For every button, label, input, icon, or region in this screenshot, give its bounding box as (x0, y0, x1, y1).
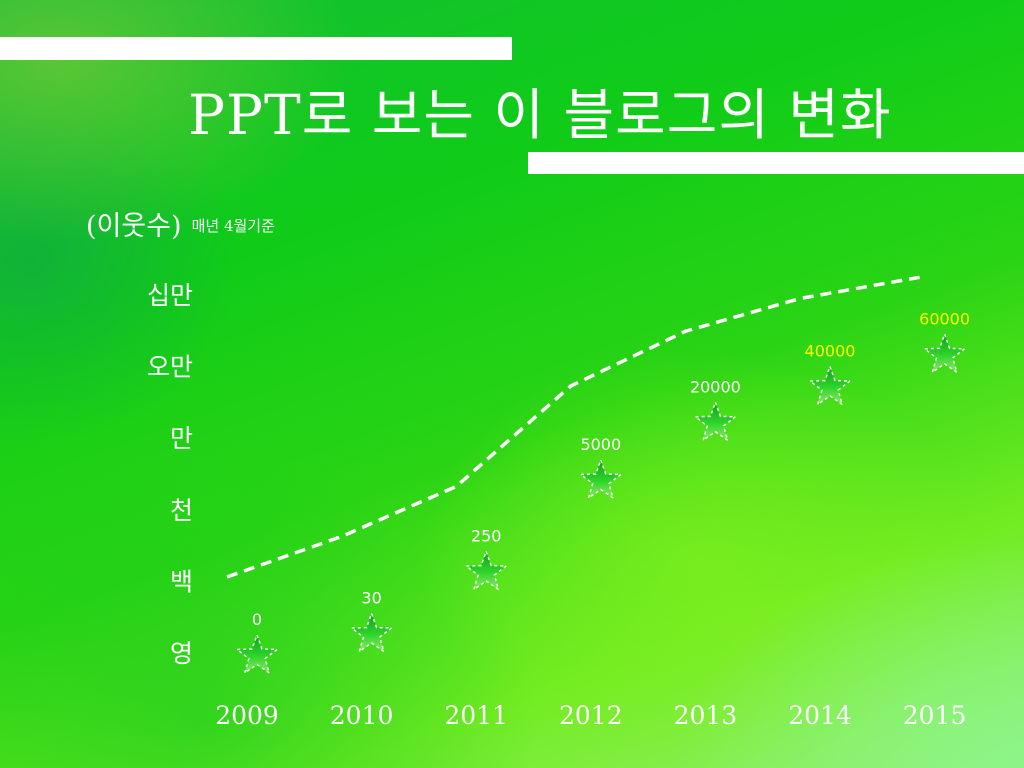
x-tick-label: 2012 (559, 701, 623, 730)
data-label: 30 (361, 589, 381, 608)
data-label: 40000 (805, 342, 856, 361)
data-label: 20000 (690, 377, 741, 396)
y-tick-label: 십만 (147, 281, 193, 310)
x-tick-label: 2014 (788, 701, 852, 730)
star-marker (693, 400, 738, 443)
unit-caption: (이웃수) 매년 4월기준 (86, 204, 275, 243)
x-tick-label: 2010 (330, 701, 394, 730)
x-tick-label: 2013 (674, 701, 738, 730)
data-label: 60000 (919, 309, 970, 328)
y-tick-label: 만 (170, 424, 193, 453)
x-tick-label: 2011 (444, 701, 508, 730)
y-tick-label: 영 (170, 639, 193, 668)
data-labels: 0 30 250 5000 20000 40000 60000 (252, 309, 970, 629)
star-marker (349, 611, 394, 654)
data-markers (234, 332, 967, 675)
data-label: 0 (252, 610, 262, 629)
top-accent-bar (0, 37, 512, 60)
title-underline-bar (528, 152, 1024, 174)
unit-note: 매년 4월기준 (191, 217, 275, 235)
unit-label: (이웃수) (86, 211, 182, 242)
trend-line (226, 275, 920, 579)
y-tick-label: 오만 (147, 353, 193, 382)
data-label: 5000 (580, 435, 621, 454)
x-tick-label: 2009 (215, 701, 279, 730)
star-marker (464, 549, 509, 592)
y-axis-tick-labels: 영 백 천 만 오만 십만 (147, 281, 193, 668)
star-marker (922, 332, 967, 375)
data-label: 250 (471, 526, 502, 545)
star-marker (234, 632, 280, 675)
y-tick-label: 백 (170, 567, 193, 596)
star-marker (807, 364, 853, 407)
slide-title: PPT로 보는 이 블로그의 변화 (188, 83, 892, 147)
x-tick-label: 2015 (903, 701, 967, 730)
y-tick-label: 천 (170, 496, 193, 525)
star-marker (578, 457, 623, 500)
x-axis-tick-labels: 2009 2010 2011 2012 2013 2014 2015 (215, 701, 966, 730)
